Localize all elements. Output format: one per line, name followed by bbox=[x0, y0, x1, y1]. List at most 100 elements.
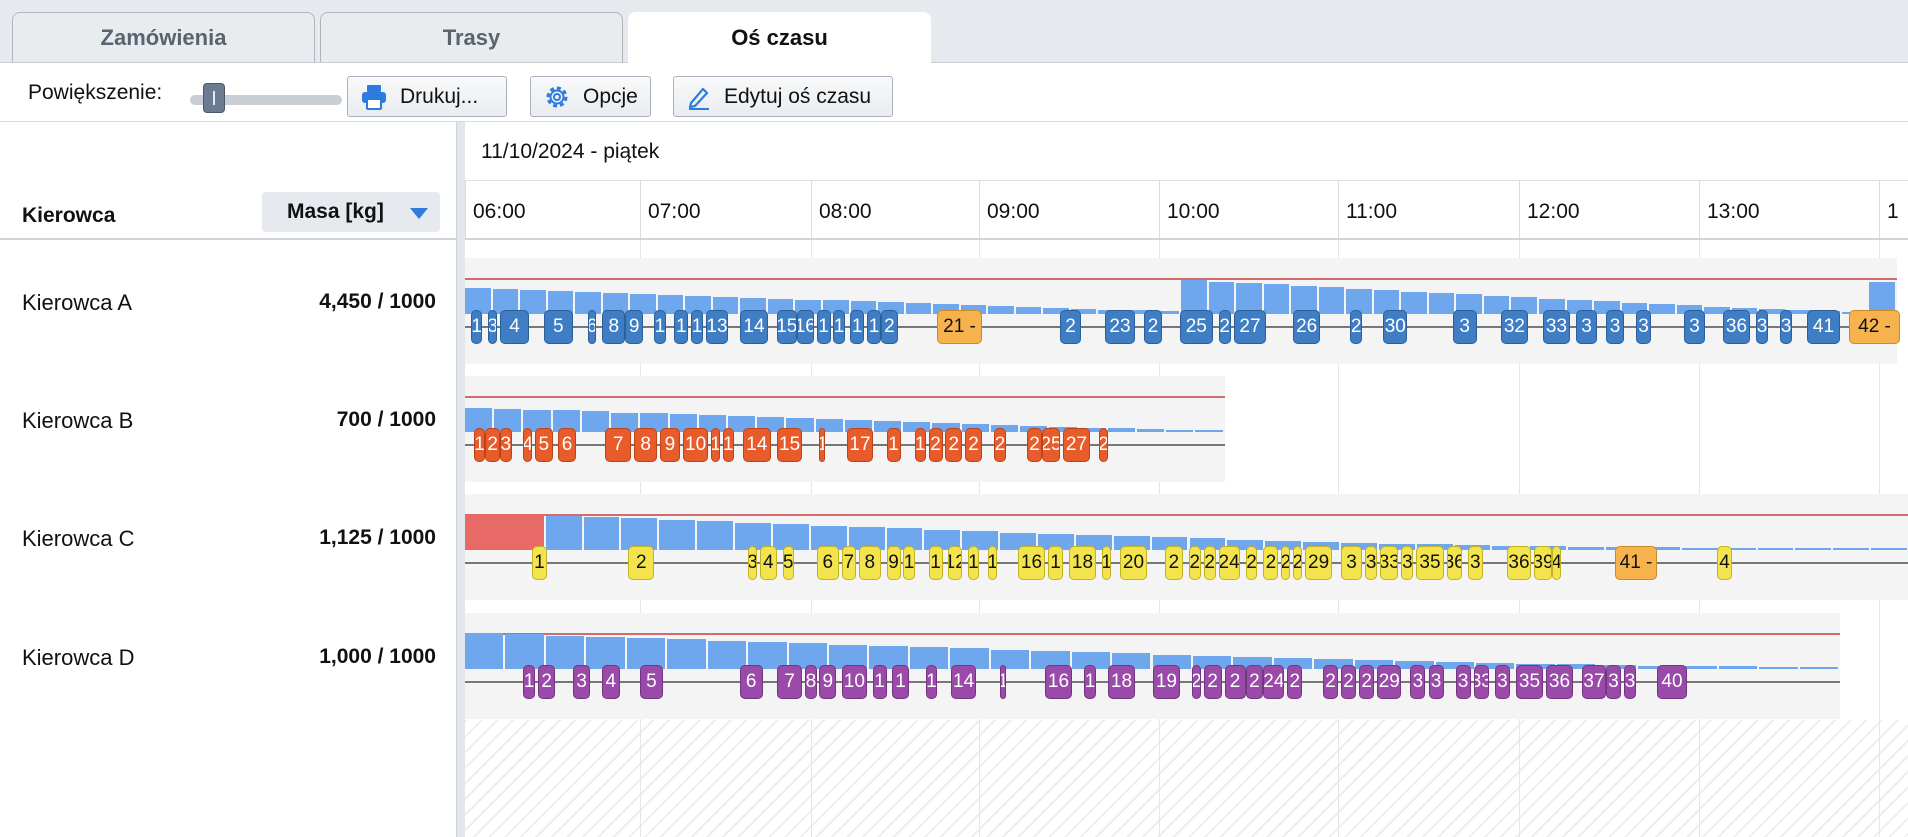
stop-block[interactable]: 8 bbox=[805, 665, 817, 699]
stop-block[interactable]: 2 bbox=[1359, 665, 1375, 699]
stop-block[interactable]: 36 bbox=[1723, 310, 1750, 344]
stop-block[interactable]: 3 bbox=[748, 546, 757, 580]
stop-block[interactable]: 6 bbox=[587, 310, 597, 344]
stop-block[interactable]: 2 bbox=[1164, 546, 1183, 580]
stop-block[interactable]: 30 bbox=[1383, 310, 1408, 344]
stop-block[interactable]: 3 bbox=[488, 310, 498, 344]
stop-block[interactable]: 6 bbox=[558, 428, 576, 462]
stop-block[interactable]: 20 bbox=[1120, 546, 1147, 580]
stop-block[interactable]: 3 bbox=[1684, 310, 1705, 344]
stop-block[interactable]: 5 bbox=[535, 428, 553, 462]
stop-block[interactable]: 8 bbox=[602, 310, 626, 344]
edit-timeline-button[interactable]: Edytuj oś czasu bbox=[673, 76, 893, 117]
stop-block[interactable]: 3 bbox=[1410, 665, 1426, 699]
stop-block[interactable]: 36 bbox=[1506, 546, 1531, 580]
stop-block[interactable]: 2 bbox=[945, 428, 963, 462]
stop-block[interactable]: 41 bbox=[1807, 310, 1840, 344]
stop-block[interactable]: 40 bbox=[1657, 665, 1687, 699]
stop-block[interactable]: 1 bbox=[886, 428, 901, 462]
stop-block[interactable]: 7 bbox=[605, 428, 632, 462]
stop-block[interactable]: 3 bbox=[1494, 665, 1510, 699]
stop-block[interactable]: 2 bbox=[881, 310, 898, 344]
stop-block[interactable]: 27 bbox=[1233, 310, 1267, 344]
stop-block[interactable]: 1 bbox=[711, 428, 720, 462]
stop-block[interactable]: 2 bbox=[1224, 665, 1246, 699]
stop-block[interactable]: 3 bbox=[1428, 665, 1444, 699]
stop-block[interactable]: 9 bbox=[819, 665, 837, 699]
stop-block[interactable]: 2 bbox=[1281, 546, 1291, 580]
driver-row[interactable]: Kierowca B 700 / 1000 bbox=[0, 366, 456, 484]
stop-block[interactable]: 1 bbox=[654, 310, 666, 344]
stop-block[interactable]: 14 bbox=[951, 665, 977, 699]
stop-block[interactable]: 16 bbox=[1018, 546, 1045, 580]
stop-block[interactable]: 3 bbox=[1452, 310, 1477, 344]
stop-block[interactable]: 5 bbox=[640, 665, 663, 699]
stop-block[interactable]: 37 bbox=[1582, 665, 1606, 699]
stop-block[interactable]: 3 bbox=[500, 428, 512, 462]
stop-block[interactable]: 9 bbox=[659, 428, 680, 462]
stop-block[interactable]: 1 bbox=[850, 310, 865, 344]
stop-block[interactable]: 1 bbox=[674, 310, 689, 344]
stop-block[interactable]: 33 bbox=[1380, 546, 1399, 580]
stop-block[interactable]: 23 bbox=[1105, 310, 1135, 344]
stop-block[interactable]: 18 bbox=[1108, 665, 1135, 699]
stop-block[interactable]: 35 bbox=[1515, 665, 1543, 699]
stop-block[interactable]: 27 bbox=[1063, 428, 1090, 462]
stop-block[interactable]: 2 bbox=[1099, 428, 1108, 462]
stop-block[interactable]: 24 bbox=[1218, 546, 1240, 580]
stop-block[interactable]: 5 bbox=[543, 310, 573, 344]
stop-block[interactable]: 2 bbox=[1263, 546, 1279, 580]
stop-block[interactable]: 3 bbox=[1365, 546, 1378, 580]
stop-block[interactable]: 41 - bbox=[1615, 546, 1657, 580]
zoom-slider-thumb[interactable] bbox=[202, 83, 225, 113]
stop-block[interactable]: 1 bbox=[819, 428, 826, 462]
driver-row[interactable]: Kierowca C 1,125 / 1000 bbox=[0, 484, 456, 602]
stop-block[interactable]: 33 bbox=[1473, 665, 1489, 699]
stop-block[interactable]: 10 bbox=[682, 428, 709, 462]
stop-block[interactable]: 2 bbox=[1218, 310, 1231, 344]
stop-block[interactable]: 3 bbox=[1606, 310, 1624, 344]
stop-block[interactable]: 2 bbox=[1350, 310, 1363, 344]
stop-block[interactable]: 4 bbox=[1717, 546, 1732, 580]
stop-block[interactable]: 1 bbox=[532, 546, 547, 580]
stop-block[interactable]: 32 bbox=[1500, 310, 1528, 344]
stop-block[interactable]: 10 bbox=[841, 665, 867, 699]
stop-block[interactable]: 6 bbox=[816, 546, 839, 580]
stop-block[interactable]: 2 bbox=[537, 665, 556, 699]
stop-block[interactable]: 26 bbox=[1293, 310, 1321, 344]
stop-block[interactable]: 3 bbox=[1576, 310, 1597, 344]
stop-block[interactable]: 1 bbox=[1048, 546, 1063, 580]
stop-block[interactable]: 39 bbox=[1534, 546, 1552, 580]
stop-block[interactable]: 29 bbox=[1377, 665, 1402, 699]
stop-block[interactable]: 3 bbox=[1624, 665, 1636, 699]
tab-routes[interactable]: Trasy bbox=[320, 12, 623, 62]
driver-row[interactable]: Kierowca D 1,000 / 1000 bbox=[0, 603, 456, 721]
stop-block[interactable]: 2 bbox=[1144, 310, 1162, 344]
stop-block[interactable]: 2 bbox=[1323, 665, 1338, 699]
stop-block[interactable]: 1 bbox=[1102, 546, 1111, 580]
driver-band[interactable]: 1234567891011114116118192222242222293333… bbox=[465, 613, 1908, 724]
stop-block[interactable]: 1 bbox=[1000, 665, 1006, 699]
stop-block[interactable]: 2 bbox=[1060, 310, 1081, 344]
stop-block[interactable]: 1 bbox=[833, 310, 845, 344]
stop-block[interactable]: 9 bbox=[625, 310, 643, 344]
panel-splitter[interactable] bbox=[456, 122, 465, 837]
stop-block[interactable]: 1 bbox=[925, 665, 937, 699]
stop-block[interactable]: 2 bbox=[1245, 546, 1258, 580]
stop-block[interactable]: 2 bbox=[485, 428, 500, 462]
stop-block[interactable]: 1 bbox=[867, 310, 881, 344]
stop-block[interactable]: 2 bbox=[1203, 546, 1216, 580]
stop-block[interactable]: 17 bbox=[847, 428, 873, 462]
driver-row[interactable]: Kierowca A 4,450 / 1000 bbox=[0, 248, 456, 366]
driver-band[interactable]: 1345689111131415161111221 -2232252272623… bbox=[465, 258, 1908, 369]
stop-block[interactable]: 1 bbox=[473, 428, 486, 462]
stop-block[interactable]: 25 bbox=[1179, 310, 1213, 344]
stop-block[interactable]: 1 bbox=[722, 428, 735, 462]
stop-block[interactable]: 1 bbox=[988, 546, 997, 580]
stop-block[interactable]: 4 bbox=[523, 428, 533, 462]
tab-timeline[interactable]: Oś czasu bbox=[628, 12, 931, 63]
stop-block[interactable]: 21 - bbox=[937, 310, 982, 344]
stop-block[interactable]: 3 bbox=[1780, 310, 1792, 344]
stop-block[interactable]: 3 bbox=[1467, 546, 1483, 580]
stop-block[interactable]: 2 bbox=[1341, 665, 1357, 699]
